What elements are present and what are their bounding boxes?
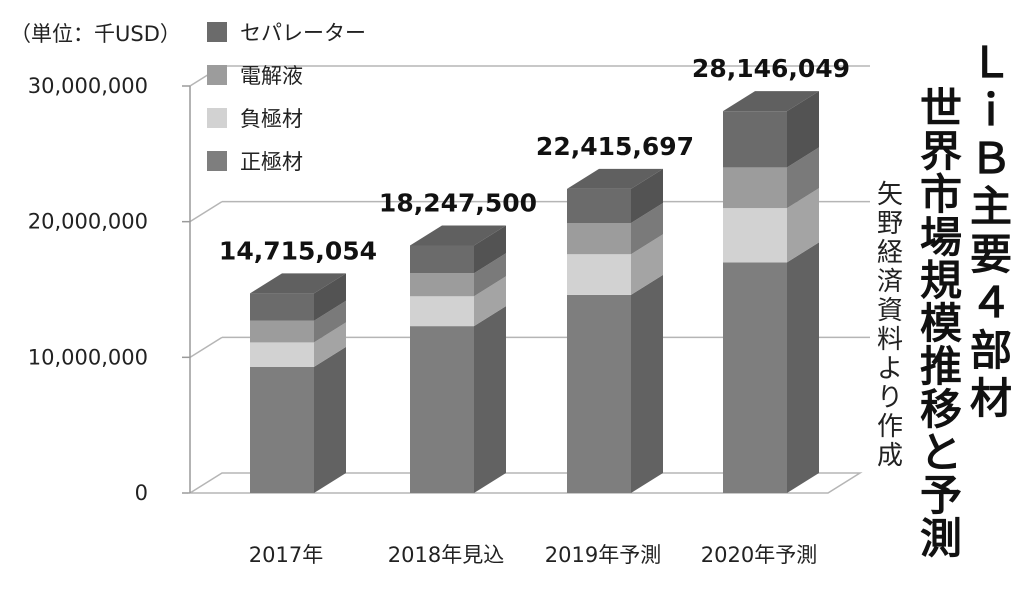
- bar-segment-2: [250, 320, 314, 343]
- bar-top: [567, 168, 663, 189]
- x-tick-label: 2018年見込: [388, 543, 504, 567]
- vertical-char: 野: [876, 209, 903, 239]
- y-tick-label: 30,000,000: [28, 74, 148, 98]
- vertical-char: 移: [919, 385, 962, 434]
- legend-swatch: [207, 108, 227, 128]
- source-note: 矢野経済資料より作成: [872, 182, 908, 472]
- bar-segment-3: [567, 188, 631, 224]
- vertical-char: Ｂ: [969, 134, 1012, 183]
- bar-segment-3: [250, 293, 314, 321]
- total-label: 18,247,500: [379, 188, 537, 217]
- legend-swatch: [207, 22, 227, 42]
- bar-side-3: [631, 168, 663, 224]
- bar-side-2: [631, 203, 663, 255]
- bar-side-1: [631, 234, 663, 295]
- bar-top: [250, 273, 346, 294]
- legend-label: 負極材: [240, 107, 303, 131]
- vertical-char: 市: [919, 170, 962, 219]
- bar-side-0: [787, 242, 819, 493]
- bar-segment-0: [410, 326, 474, 493]
- bar-side-2: [787, 147, 819, 209]
- vertical-char: 世: [919, 84, 962, 133]
- bar-side-0: [314, 346, 346, 493]
- bar-side-1: [314, 322, 346, 367]
- x-tick-label: 2019年予測: [545, 543, 661, 567]
- vertical-char: 部: [969, 326, 1012, 375]
- bar-side-3: [787, 91, 819, 168]
- vertical-char: Ｌ: [969, 38, 1012, 87]
- vertical-char: 材: [969, 374, 1012, 423]
- bar-segment-2: [567, 223, 631, 255]
- vertical-char: 規: [919, 256, 962, 305]
- legend-label: セパレーター: [240, 21, 366, 45]
- bar-segment-1: [250, 342, 314, 367]
- bar-segment-0: [723, 262, 787, 493]
- bar-side-3: [474, 225, 506, 274]
- vertical-char: ４: [969, 278, 1012, 327]
- vertical-char: 成: [876, 441, 903, 471]
- vertical-char: 矢: [876, 180, 903, 210]
- vertical-char: り: [876, 383, 903, 413]
- bar-top: [410, 225, 506, 246]
- vertical-char: と: [919, 428, 962, 477]
- y-tick-label: 0: [135, 481, 148, 505]
- gridline-depth: [189, 336, 223, 358]
- vertical-char: 要: [969, 230, 1012, 279]
- bar-side-1: [474, 276, 506, 327]
- bar-segment-0: [567, 294, 631, 493]
- vertical-char: 済: [876, 267, 903, 297]
- x-tick-label: 2017年: [249, 543, 323, 567]
- vertical-char: 予: [919, 471, 962, 520]
- bar-side-0: [474, 306, 506, 493]
- total-label: 28,146,049: [692, 54, 850, 83]
- bar-side-2: [474, 253, 506, 297]
- y-tick-label: 20,000,000: [28, 210, 148, 234]
- bar-side-2: [314, 300, 346, 343]
- vertical-char: ｉ: [969, 86, 1012, 135]
- y-tick-label: 10,000,000: [28, 345, 148, 369]
- total-label: 14,715,054: [219, 236, 377, 265]
- legend-label: 電解液: [240, 64, 303, 88]
- bar-segment-1: [410, 296, 474, 327]
- vertical-char: 主: [969, 182, 1012, 231]
- chart-title-line-2: 世界市場規模推移と予測: [915, 88, 967, 561]
- bar-side-0: [631, 274, 663, 493]
- vertical-char: 料: [876, 325, 903, 355]
- bar-segment-3: [410, 245, 474, 274]
- total-label: 22,415,697: [536, 132, 694, 161]
- legend-swatch: [207, 65, 227, 85]
- x-tick-label: 2020年予測: [701, 543, 817, 567]
- vertical-char: 測: [919, 514, 962, 563]
- unit-label: （単位：千USD）: [10, 22, 181, 46]
- bar-segment-0: [250, 366, 314, 493]
- legend-label: 正極材: [240, 150, 303, 174]
- vertical-char: 界: [919, 127, 962, 176]
- vertical-char: 推: [919, 342, 962, 391]
- bar-segment-1: [723, 208, 787, 263]
- bar-side-3: [314, 273, 346, 321]
- vertical-char: 模: [919, 299, 962, 348]
- vertical-char: 作: [876, 412, 903, 442]
- vertical-char: 経: [876, 238, 903, 268]
- vertical-char: よ: [876, 354, 903, 384]
- bar-segment-2: [410, 273, 474, 297]
- bar-side-1: [787, 188, 819, 263]
- vertical-char: 場: [919, 213, 962, 262]
- gridline-depth: [189, 201, 223, 223]
- bar-top: [723, 91, 819, 112]
- vertical-char: 資: [876, 296, 903, 326]
- bar-segment-1: [567, 254, 631, 295]
- bar-segment-2: [723, 167, 787, 209]
- legend-swatch: [207, 151, 227, 171]
- bar-segment-3: [723, 111, 787, 168]
